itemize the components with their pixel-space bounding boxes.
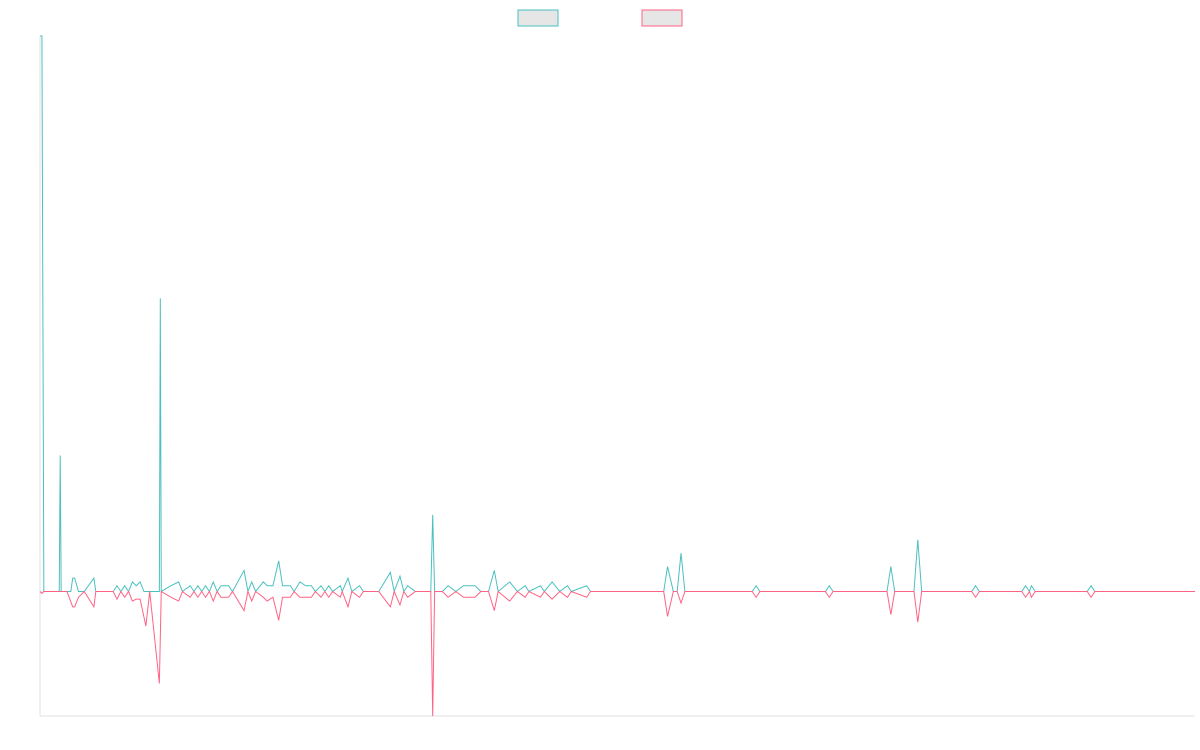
series-group (39, 35, 1195, 717)
legend[interactable] (517, 9, 683, 27)
legend-swatch-1 (517, 9, 559, 27)
series-line-1 (40, 35, 1195, 594)
axes (39, 36, 1195, 717)
legend-swatch-2 (641, 9, 683, 27)
legend-item-1[interactable] (517, 9, 559, 27)
series-line-2 (39, 589, 1195, 717)
legend-item-2[interactable] (641, 9, 683, 27)
